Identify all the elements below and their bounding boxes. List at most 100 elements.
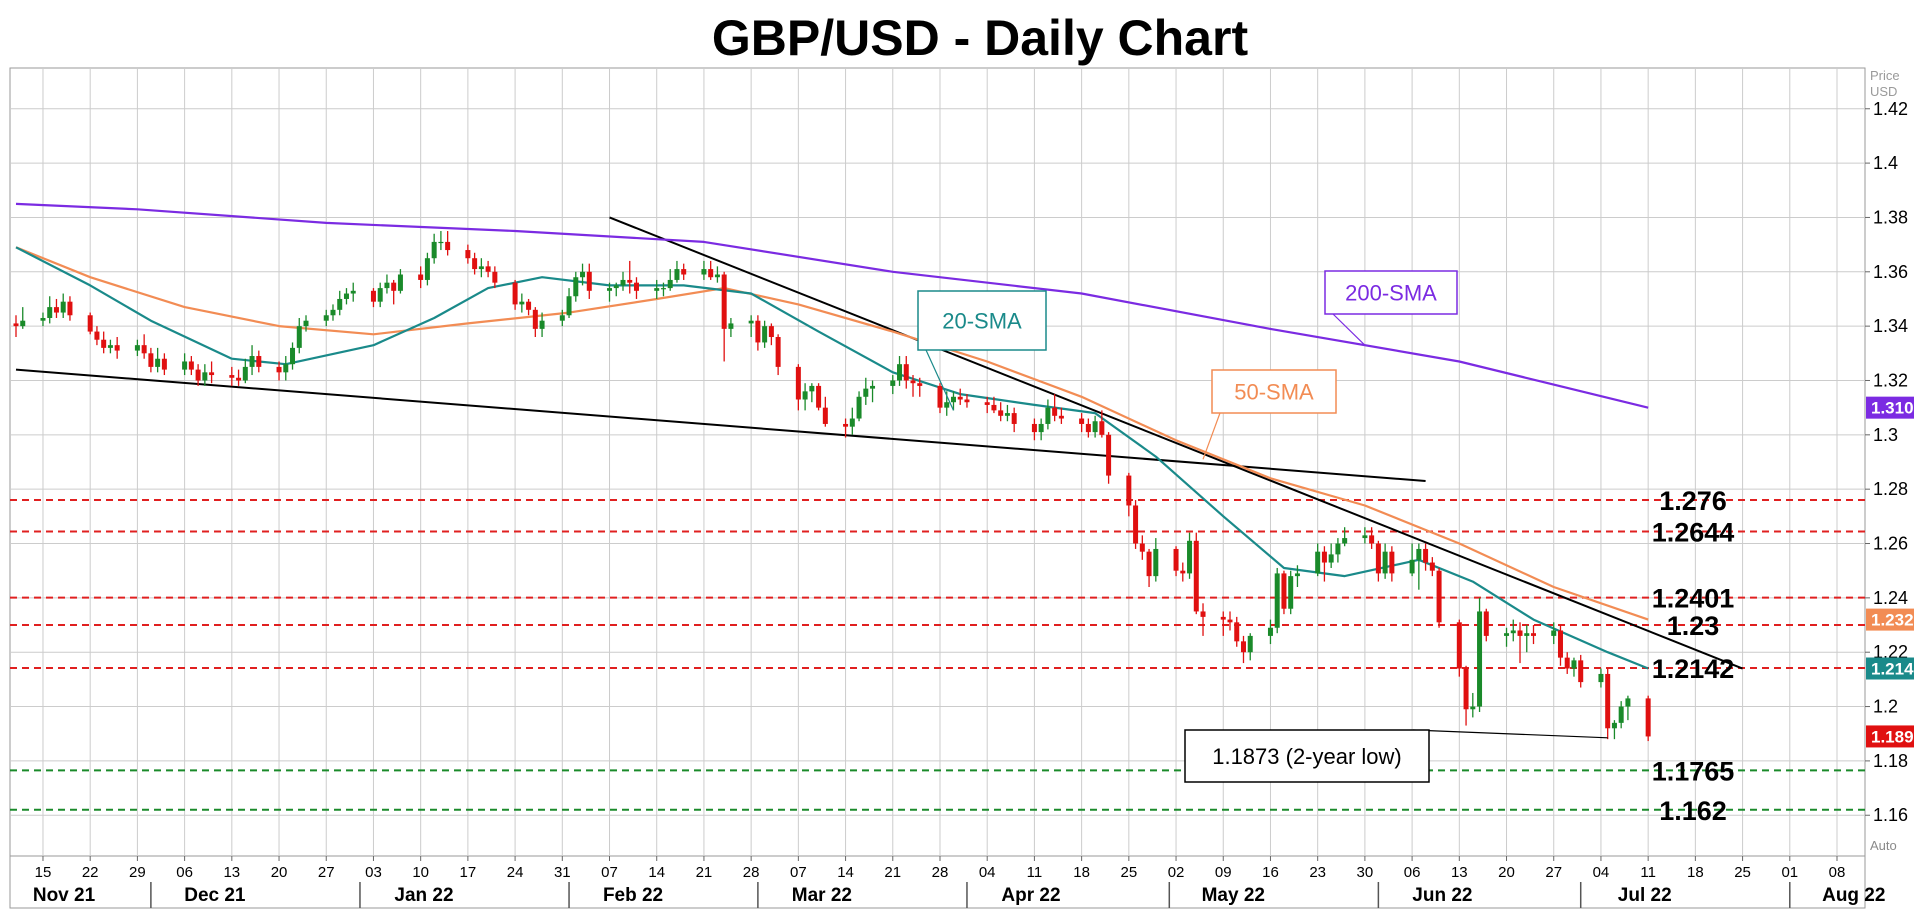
- candle: [229, 366, 235, 386]
- candle-body: [53, 307, 59, 313]
- callout-leader: [1202, 412, 1221, 460]
- moving-averages: [15, 202, 1649, 670]
- level-label: 1.2644: [1652, 518, 1735, 548]
- candle-body: [1099, 421, 1105, 435]
- candle: [1328, 543, 1334, 568]
- candle-body: [566, 296, 572, 316]
- candle: [397, 269, 403, 294]
- y-tick-label: 1.26: [1873, 534, 1908, 554]
- candle: [681, 263, 687, 280]
- candle: [236, 369, 242, 386]
- candle: [134, 339, 140, 357]
- candle: [1187, 532, 1193, 579]
- candle: [802, 383, 808, 411]
- candle-body: [1315, 551, 1321, 574]
- candle-body: [795, 366, 801, 400]
- price-tag-label: 1.189: [1871, 727, 1914, 746]
- candle-body: [492, 271, 498, 283]
- candle-body: [1294, 573, 1300, 577]
- candle: [991, 396, 997, 414]
- candle: [1099, 410, 1105, 438]
- candle: [903, 356, 909, 389]
- candle-body: [1416, 548, 1422, 560]
- candle: [559, 309, 565, 327]
- candle-body: [586, 271, 592, 291]
- candle-body: [1564, 657, 1570, 669]
- candle-body: [290, 347, 296, 365]
- candle: [53, 298, 59, 318]
- candle: [155, 347, 161, 373]
- candle: [957, 388, 963, 405]
- x-tick-label: 08: [1829, 864, 1846, 881]
- candle-body: [1187, 540, 1193, 574]
- candle: [323, 309, 329, 327]
- x-tick-label: 11: [1640, 864, 1656, 881]
- candle: [964, 394, 970, 408]
- candle: [1645, 695, 1651, 742]
- candle: [748, 315, 754, 338]
- x-tick-label: 01: [1781, 864, 1798, 881]
- candle: [330, 304, 336, 321]
- candle-body: [242, 366, 248, 381]
- candle-body: [101, 339, 107, 348]
- candle-body: [330, 309, 336, 316]
- candle-body: [1126, 475, 1132, 506]
- candle-body: [337, 298, 343, 310]
- candle: [566, 288, 572, 318]
- y-tick-label: 1.36: [1873, 262, 1908, 282]
- candle-body: [991, 404, 997, 411]
- candle-body: [748, 320, 754, 324]
- candle-body: [283, 364, 289, 373]
- candle: [1382, 543, 1388, 579]
- level-label: 1.23: [1667, 611, 1720, 641]
- candle: [1315, 543, 1321, 577]
- candle-body: [1510, 630, 1516, 634]
- candle-body: [1052, 407, 1058, 416]
- candle: [1551, 622, 1557, 645]
- candle: [148, 347, 154, 373]
- candle: [60, 293, 66, 318]
- y-tick-label: 1.4: [1873, 153, 1898, 173]
- candle-body: [1463, 668, 1469, 710]
- candle-body: [107, 345, 113, 348]
- candle-body: [802, 391, 808, 400]
- candle-body: [654, 288, 660, 291]
- candle-body: [195, 369, 201, 381]
- candle: [1463, 665, 1469, 726]
- candle-body: [1369, 535, 1375, 544]
- candle: [303, 315, 309, 332]
- candle: [141, 334, 147, 359]
- candle-body: [1106, 434, 1112, 476]
- candle-body: [1139, 543, 1145, 552]
- scale-mode-label: Auto: [1870, 838, 1897, 853]
- candle: [917, 377, 923, 397]
- candle-body: [714, 274, 720, 278]
- candle-body: [1092, 421, 1098, 433]
- price-tag-bg: [1866, 608, 1914, 631]
- candle-body: [856, 396, 862, 419]
- candle-body: [229, 375, 235, 378]
- candle: [478, 258, 484, 278]
- candle-body: [620, 279, 626, 286]
- candle-body: [350, 290, 356, 294]
- candle-body: [708, 269, 714, 278]
- candle: [485, 260, 491, 278]
- candle: [290, 342, 296, 370]
- callout-text: 50-SMA: [1234, 380, 1314, 405]
- x-tick-label: 29: [129, 864, 146, 881]
- candle-body: [897, 364, 903, 381]
- candle-body: [539, 320, 545, 329]
- candle: [512, 279, 518, 310]
- x-tick-label: 06: [1404, 864, 1421, 881]
- candle: [1234, 616, 1240, 647]
- candle-body: [1524, 633, 1530, 636]
- candle-body: [47, 307, 53, 318]
- candle: [1058, 407, 1064, 424]
- x-tick-label: 04: [1593, 864, 1610, 881]
- y-tick-label: 1.28: [1873, 479, 1908, 499]
- candle: [188, 356, 194, 376]
- candle-body: [512, 282, 518, 305]
- candle: [1220, 611, 1226, 636]
- candle-body: [377, 288, 383, 302]
- candle-body: [964, 399, 970, 403]
